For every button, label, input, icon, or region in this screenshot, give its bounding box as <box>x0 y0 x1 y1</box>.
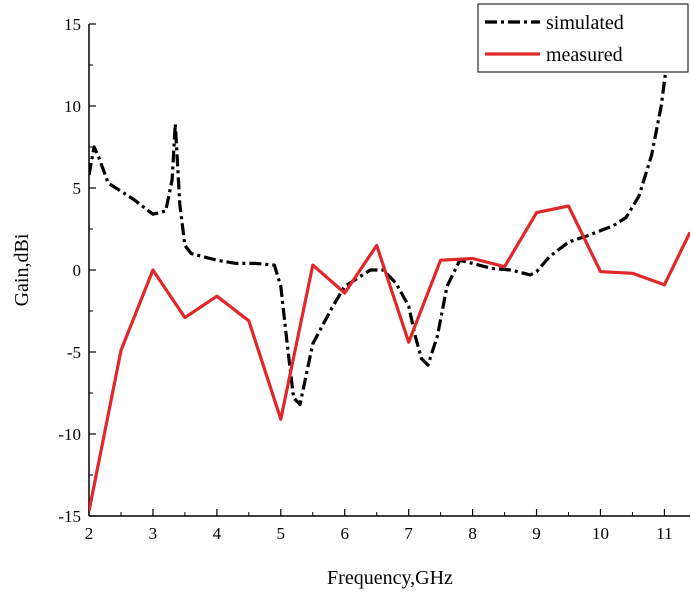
x-tick-label: 6 <box>340 524 349 543</box>
axes <box>88 23 690 517</box>
series-measured <box>89 204 690 512</box>
y-tick-label: -10 <box>58 425 81 444</box>
tick-labels: 2 3 4 5 6 7 8 9 10 11 -15 -10 -5 0 5 10 15 <box>58 15 672 543</box>
x-axis-title: Frequency,GHz <box>327 567 453 589</box>
x-tick-label: 4 <box>213 524 222 543</box>
x-tick-label: 9 <box>532 524 541 543</box>
series-simulated <box>89 23 673 407</box>
y-tick-label: -15 <box>58 507 81 526</box>
x-tick-label: 2 <box>85 524 94 543</box>
series-lines <box>89 23 690 512</box>
x-tick-label: 10 <box>592 524 609 543</box>
legend-label-simulated: simulated <box>546 12 624 34</box>
x-tick-label: 3 <box>149 524 158 543</box>
legend-box <box>477 3 689 73</box>
x-tick-label: 11 <box>656 524 672 543</box>
y-tick-label: 5 <box>73 179 82 198</box>
y-axis-title: Gain,dBi <box>11 233 33 306</box>
y-tick-label: 10 <box>64 97 81 116</box>
x-tick-label: 5 <box>277 524 286 543</box>
x-tick-label: 8 <box>468 524 477 543</box>
legend-label-measured: measured <box>546 44 623 66</box>
y-tick-label: 15 <box>64 15 81 34</box>
y-tick-label: 0 <box>73 261 82 280</box>
y-tick-label: -5 <box>67 343 81 362</box>
legend: simulated measured <box>477 3 689 73</box>
x-tick-label: 7 <box>404 524 413 543</box>
